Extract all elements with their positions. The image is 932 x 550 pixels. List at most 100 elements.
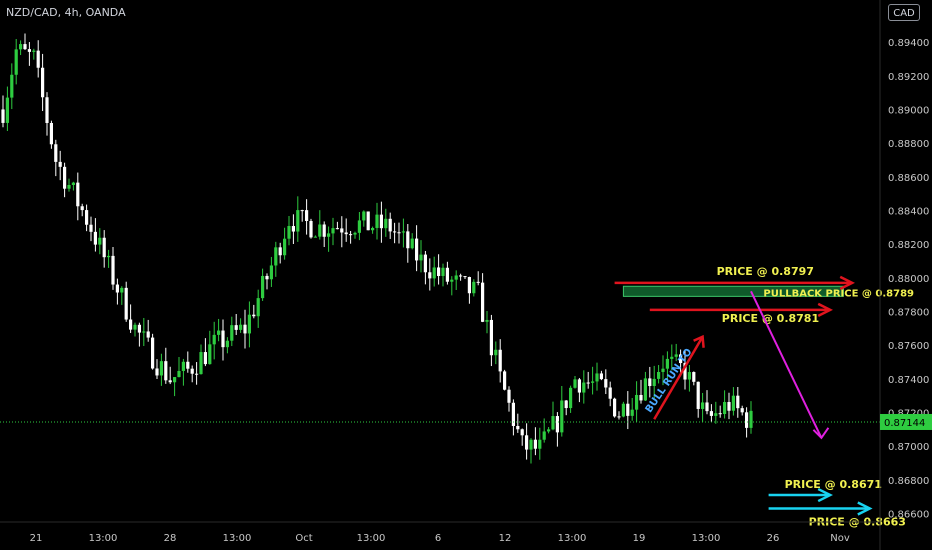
candle-body	[177, 370, 181, 378]
y-tick-label: 0.86800	[888, 476, 929, 487]
candle-body	[613, 398, 617, 417]
candle-body	[45, 97, 49, 123]
candle-body	[415, 238, 419, 261]
candle-body	[665, 358, 669, 369]
candle-body	[366, 211, 370, 231]
candle-body	[305, 210, 309, 221]
candle-body	[648, 378, 652, 387]
candle-body	[14, 49, 18, 75]
candle-body	[481, 282, 485, 322]
x-tick-label: 13:00	[357, 533, 386, 544]
candle-body	[472, 281, 476, 294]
candle-body	[740, 408, 744, 413]
last-price-tag-bg	[880, 413, 932, 430]
candle-body	[736, 395, 740, 409]
candle-body	[551, 416, 555, 430]
candle-body	[599, 373, 603, 380]
candle-body	[441, 267, 445, 277]
y-tick-label: 0.88000	[888, 274, 929, 285]
candle-body	[617, 416, 621, 418]
candle-body	[107, 255, 111, 258]
x-tick-label: Oct	[295, 533, 312, 544]
candle-body	[102, 237, 106, 258]
x-tick-label: 26	[767, 533, 780, 544]
candle-body	[525, 435, 529, 450]
x-tick-label: 19	[633, 533, 646, 544]
candle-body	[190, 368, 194, 374]
candle-body	[67, 184, 71, 189]
candle-body	[498, 349, 502, 372]
candle-body	[692, 372, 696, 382]
candle-body	[335, 228, 339, 230]
candle-body	[71, 182, 75, 185]
annotation-label: PRICE @ 0.8781	[722, 312, 819, 325]
price-axis[interactable]: 0.866000.868000.870000.872000.874000.876…	[888, 38, 929, 520]
candle-body	[533, 439, 537, 449]
candle-body	[485, 319, 489, 322]
y-tick-label: 0.87800	[888, 308, 929, 319]
candle-body	[463, 276, 467, 278]
candle-body	[388, 218, 392, 232]
candle-body	[406, 231, 410, 249]
candle-body	[217, 330, 221, 335]
candlesticks	[1, 33, 753, 464]
candle-body	[731, 395, 735, 411]
candle-body	[331, 228, 335, 234]
candle-body	[727, 402, 731, 411]
drop-arrow	[750, 290, 823, 439]
candle-body	[560, 400, 564, 433]
candle-body	[256, 298, 260, 317]
y-tick-label: 0.88400	[888, 206, 929, 217]
candle-body	[261, 275, 265, 299]
y-tick-label: 0.88800	[888, 139, 929, 150]
candle-body	[529, 439, 533, 450]
candle-body	[362, 211, 366, 221]
candle-body	[450, 279, 454, 282]
candle-body	[670, 356, 674, 359]
pullback-zone	[622, 285, 844, 297]
y-tick-label: 0.89000	[888, 105, 929, 116]
candle-body	[379, 214, 383, 229]
time-axis[interactable]: 21 13:00 28 13:00 Oct 13:00 6 12 13:00 19 13:00 26 N…	[30, 533, 850, 544]
arrow-head	[812, 427, 830, 440]
candle-body	[371, 227, 375, 231]
x-tick-label: Nov	[830, 533, 850, 544]
candle-body	[573, 379, 577, 388]
candle-body	[749, 410, 753, 428]
candle-body	[221, 330, 225, 348]
candle-body	[467, 277, 471, 294]
annotation-label: PRICE @ 0.8797	[717, 265, 814, 278]
candle-body	[569, 387, 573, 409]
candle-body	[173, 377, 177, 383]
ticker-title: NZD/CAD, 4h, OANDA	[6, 6, 126, 19]
y-tick-label: 0.87400	[888, 375, 929, 386]
candle-body	[159, 361, 163, 376]
candle-body	[137, 324, 141, 333]
candle-body	[208, 344, 212, 365]
candle-body	[608, 387, 612, 399]
candle-body	[274, 247, 278, 266]
candle-body	[155, 368, 159, 376]
candle-body	[520, 429, 524, 436]
candle-body	[80, 206, 84, 211]
arrow-head	[839, 275, 855, 291]
candle-body	[239, 324, 243, 330]
candle-body	[349, 234, 353, 236]
candle-body	[476, 281, 480, 283]
last-price-label: 0.87144	[884, 418, 925, 429]
candle-body	[322, 224, 326, 237]
candle-body	[357, 220, 361, 233]
candle-body	[459, 275, 463, 277]
candle-body	[714, 413, 718, 416]
y-tick-label: 0.86600	[888, 510, 929, 521]
currency-button[interactable]: CAD	[888, 4, 920, 21]
candle-body	[494, 349, 498, 356]
candle-body	[511, 402, 515, 426]
candle-body	[701, 402, 705, 409]
candle-body	[437, 267, 441, 277]
candle-body	[674, 354, 678, 357]
y-tick-label: 0.89400	[888, 38, 929, 49]
candle-body	[432, 267, 436, 279]
candle-body	[639, 394, 643, 401]
